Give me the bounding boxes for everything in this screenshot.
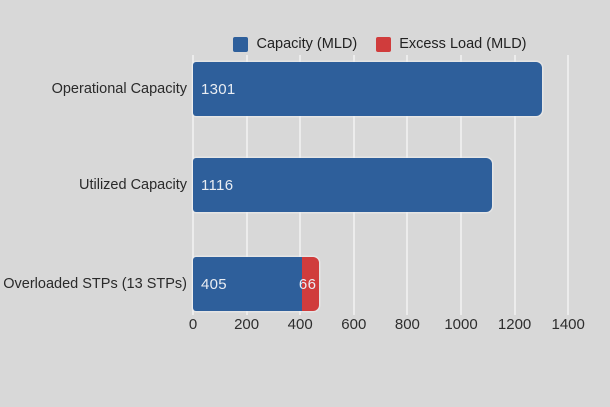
legend: Capacity (MLD) Excess Load (MLD)	[155, 34, 605, 54]
x-tick-label: 1200	[497, 316, 532, 333]
excess-load-segment: 66	[298, 257, 320, 311]
excess-value-label: 66	[298, 275, 317, 293]
category-label: Utilized Capacity	[79, 177, 187, 193]
footer: #SWARAJYA Sewage Treatment Plants (STPs)…	[0, 347, 610, 407]
legend-swatch-icon	[376, 36, 392, 52]
legend-item: Capacity (MLD)	[233, 36, 357, 52]
category-label: Overloaded STPs (13 STPs)	[3, 276, 187, 292]
x-tick-label: 400	[287, 316, 313, 333]
bar-1: 1301	[193, 62, 542, 116]
x-tick-label: 600	[341, 316, 367, 333]
legend-label: Excess Load (MLD)	[399, 36, 527, 52]
capacity-segment: 405	[193, 257, 302, 311]
legend-item: Excess Load (MLD)	[376, 36, 527, 52]
capacity-value-label: 1116	[201, 176, 234, 194]
capacity-segment: 1301	[193, 62, 542, 116]
bar-3: 405 66	[193, 257, 320, 311]
capacity-value-label: 1301	[201, 80, 236, 98]
bar-2: 1116	[193, 158, 493, 212]
capacity-value-label: 405	[201, 275, 227, 293]
gridline-x-1400	[567, 55, 570, 315]
x-tick-label: 1000	[444, 316, 478, 333]
x-tick-label: 0	[188, 316, 198, 333]
legend-swatch-icon	[233, 36, 249, 52]
legend-label: Capacity (MLD)	[256, 36, 358, 52]
x-tick-label: 800	[394, 316, 420, 333]
gridline-x-1200	[513, 55, 516, 315]
capacity-segment: 1116	[193, 158, 493, 212]
category-label: Operational Capacity	[51, 81, 187, 97]
x-tick-label: 200	[234, 316, 260, 333]
x-tick-label: 1400	[551, 316, 585, 333]
